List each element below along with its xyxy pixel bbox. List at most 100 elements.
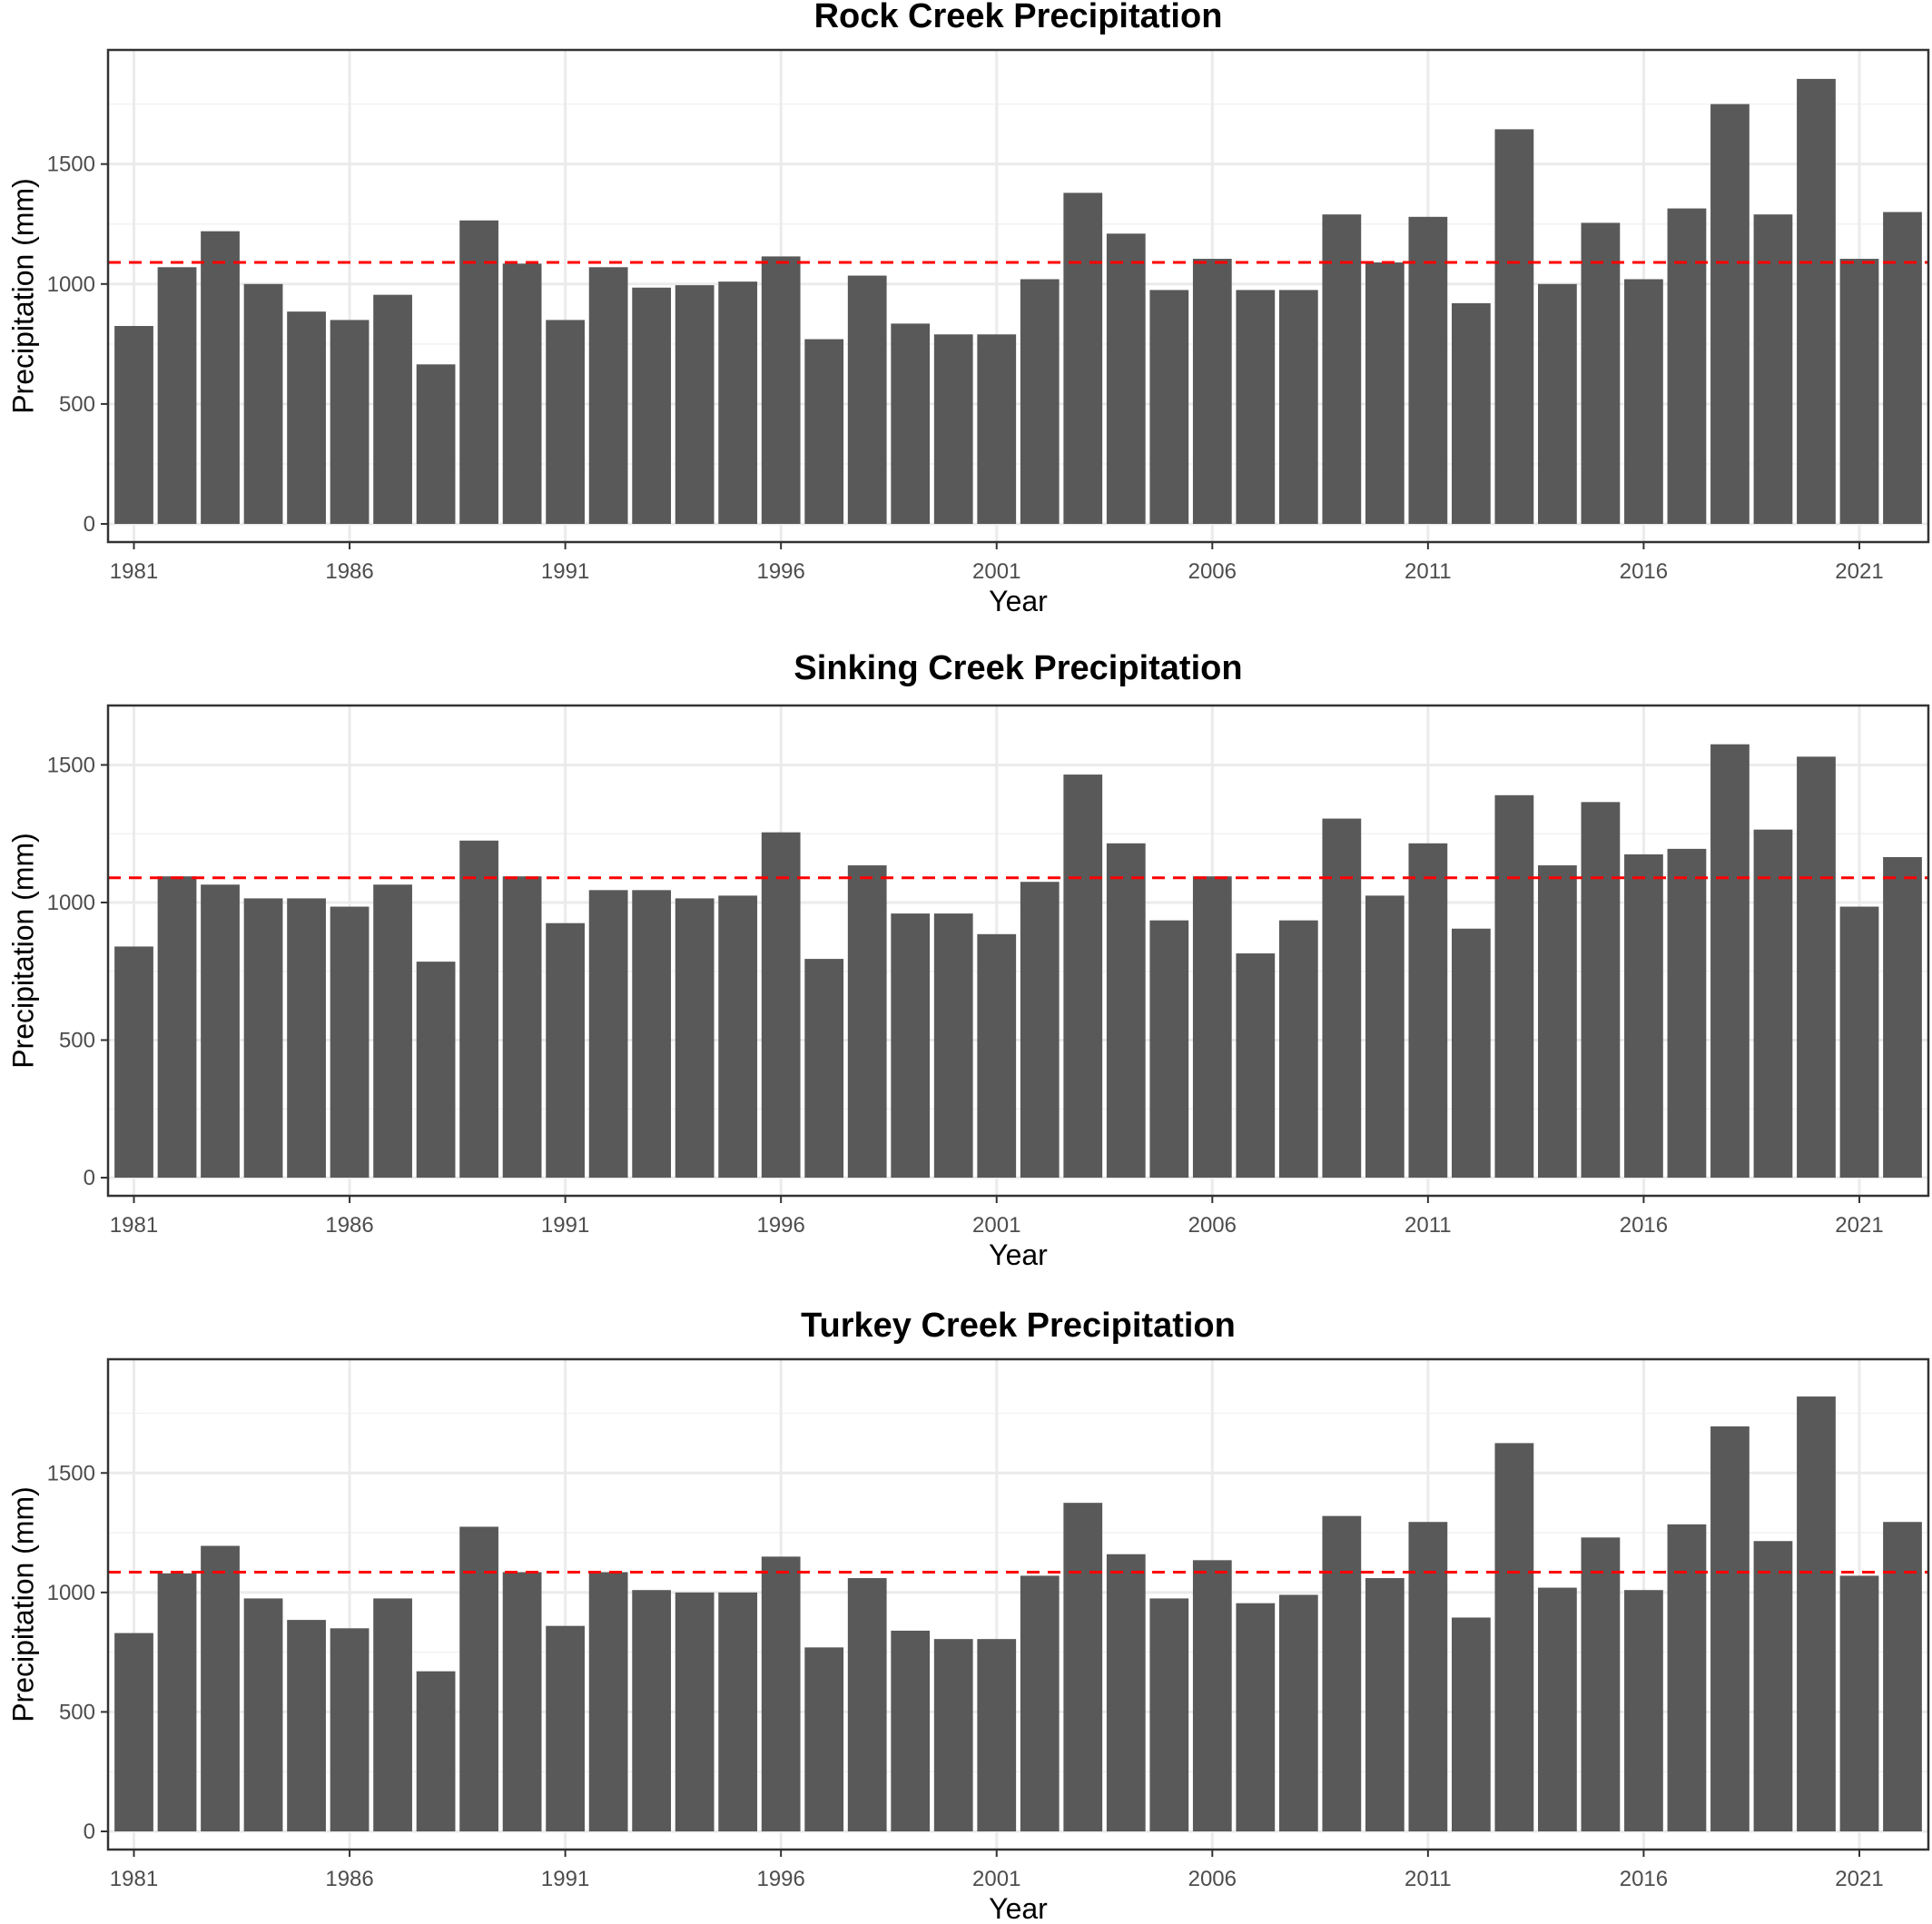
- bar-2004: [1106, 843, 1146, 1178]
- chart-title: Rock Creek Precipitation: [814, 0, 1223, 35]
- x-tick-label: 2011: [1405, 1867, 1452, 1891]
- bar-1985: [287, 898, 326, 1178]
- bar-2018: [1710, 1426, 1750, 1831]
- x-tick-label: 2011: [1405, 559, 1452, 584]
- y-tick-label: 500: [59, 392, 95, 417]
- bar-2015: [1581, 802, 1621, 1178]
- bar-2001: [977, 933, 1017, 1178]
- bar-2006: [1192, 876, 1232, 1178]
- y-tick-label: 1500: [47, 153, 95, 177]
- x-tick-label: 2011: [1405, 1213, 1452, 1238]
- bar-1992: [588, 890, 628, 1178]
- bar-2017: [1667, 1524, 1707, 1831]
- bar-2013: [1494, 1443, 1534, 1831]
- x-tick-label: 2016: [1620, 1867, 1668, 1891]
- chart-panel-3: 0 500 1000 1500 1981 1986 1991 1996 2001 2006 2011…: [6, 1307, 1930, 1924]
- bar-1993: [632, 287, 672, 524]
- bar-1999: [891, 323, 931, 524]
- bar-2003: [1063, 1503, 1103, 1831]
- bar-1982: [157, 1573, 197, 1831]
- bar-1982: [157, 267, 197, 524]
- bar-1992: [588, 1572, 628, 1831]
- x-axis-title: Year: [989, 1238, 1048, 1271]
- x-tick-label: 1996: [756, 1213, 804, 1238]
- bar-2014: [1538, 865, 1577, 1178]
- bar-1981: [114, 946, 153, 1178]
- bar-2022: [1883, 212, 1922, 525]
- bar-2001: [977, 1639, 1017, 1831]
- bar-2019: [1753, 829, 1793, 1178]
- bar-2010: [1365, 1578, 1405, 1831]
- bar-2002: [1020, 1575, 1060, 1831]
- bar-2009: [1322, 214, 1362, 524]
- bar-2008: [1278, 1594, 1318, 1831]
- bar-2016: [1624, 279, 1663, 524]
- bar-1983: [201, 884, 240, 1178]
- bar-1992: [588, 267, 628, 524]
- x-tick-label: 1991: [541, 559, 589, 584]
- y-tick-label: 0: [84, 1820, 95, 1844]
- bar-2011: [1408, 216, 1448, 524]
- bar-2013: [1494, 794, 1534, 1178]
- bar-2016: [1624, 853, 1663, 1178]
- bar-2008: [1278, 290, 1318, 524]
- bar-2003: [1063, 192, 1103, 525]
- bar-2020: [1797, 1396, 1836, 1831]
- bar-2021: [1839, 259, 1879, 524]
- bar-2012: [1451, 302, 1491, 524]
- bar-2013: [1494, 129, 1534, 524]
- plot-border: [106, 48, 1930, 544]
- bar-1996: [761, 832, 801, 1178]
- bar-1983: [201, 231, 240, 525]
- x-tick-label: 2006: [1188, 1867, 1237, 1891]
- x-tick-label: 2006: [1188, 1213, 1237, 1238]
- bars: [114, 78, 1922, 525]
- bar-1988: [416, 364, 456, 524]
- bar-1984: [243, 898, 283, 1178]
- bar-2005: [1149, 920, 1189, 1178]
- bar-2001: [977, 334, 1017, 524]
- bar-1984: [243, 1598, 283, 1831]
- x-tick-label: 1996: [756, 559, 804, 584]
- bar-2012: [1451, 928, 1491, 1178]
- bar-1995: [718, 1592, 758, 1831]
- bar-2015: [1581, 222, 1621, 525]
- bar-1981: [114, 326, 153, 524]
- bar-1998: [847, 1578, 887, 1831]
- x-tick-label: 2016: [1620, 1213, 1668, 1238]
- bar-2020: [1797, 78, 1836, 525]
- bar-1990: [502, 876, 542, 1178]
- bar-1991: [546, 320, 586, 524]
- chart-panel-2: 0 500 1000 1500 1981 1986 1991 1996 2001 2006 2011…: [6, 649, 1930, 1271]
- bar-2006: [1192, 259, 1232, 524]
- x-tick-label: 2006: [1188, 559, 1237, 584]
- bar-1997: [804, 959, 844, 1178]
- bar-2007: [1236, 953, 1276, 1178]
- bar-2018: [1710, 104, 1750, 524]
- x-tick-label: 1991: [541, 1213, 589, 1238]
- x-tick-label: 2021: [1835, 559, 1883, 584]
- bar-1989: [459, 840, 498, 1178]
- bar-1989: [459, 220, 498, 524]
- bar-2017: [1667, 208, 1707, 524]
- x-tick-label: 1981: [110, 1213, 158, 1238]
- y-tick-label: 1500: [47, 1461, 95, 1485]
- bar-1988: [416, 962, 456, 1178]
- bar-1998: [847, 275, 887, 524]
- bar-1988: [416, 1671, 456, 1831]
- bar-1986: [330, 1628, 370, 1831]
- bar-1986: [330, 320, 370, 524]
- bar-2006: [1192, 1560, 1232, 1831]
- x-tick-label: 2001: [972, 1213, 1020, 1238]
- bar-1993: [632, 890, 672, 1178]
- bar-1994: [675, 1592, 715, 1831]
- bar-1994: [675, 898, 715, 1178]
- bar-2015: [1581, 1537, 1621, 1831]
- bar-2003: [1063, 775, 1103, 1178]
- y-tick-label: 1000: [47, 1581, 95, 1605]
- bar-1985: [287, 311, 326, 524]
- chart-panel-1: 0 500 1000 1500 1981 1986 1991 1996 2001 2006 2011…: [6, 0, 1930, 617]
- bar-1991: [546, 923, 586, 1178]
- y-tick-label: 500: [59, 1028, 95, 1052]
